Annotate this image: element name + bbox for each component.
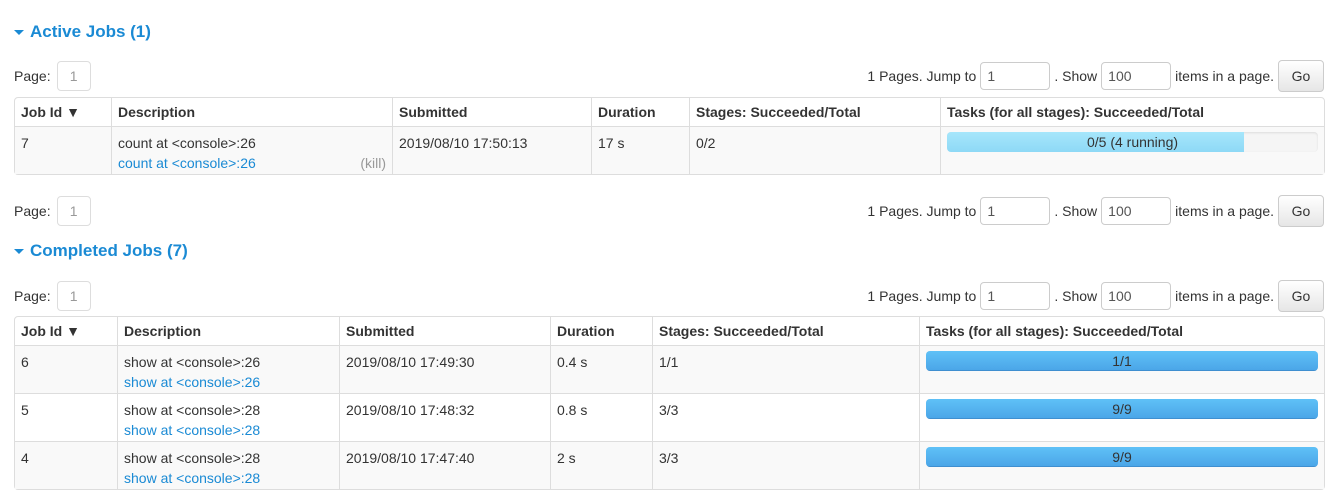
column-header[interactable]: Job Id ▼ <box>21 323 80 339</box>
column-header[interactable]: Description <box>111 98 392 126</box>
completed-pagination-top: Page: 1 1 Pages. Jump to . Show items in… <box>14 280 1324 312</box>
caret-down-icon <box>14 29 24 35</box>
completed-jobs-table: Job Id ▼ Description Submitted Duration Stag… <box>14 316 1325 490</box>
column-header[interactable]: Submitted <box>339 317 550 345</box>
stages-progress: 3/3 <box>652 393 919 441</box>
duration: 17 s <box>591 126 689 174</box>
column-header[interactable]: Stages: Succeeded/Total <box>652 317 919 345</box>
caret-down-icon <box>14 248 24 254</box>
active-pagination-top: Page: 1 1 Pages. Jump to . Show items in… <box>14 60 1324 92</box>
items-text: items in a page. <box>1175 203 1274 219</box>
tasks-cell: 9/9 <box>919 441 1324 489</box>
stages-progress: 0/2 <box>689 126 940 174</box>
stages-progress: 1/1 <box>652 345 919 393</box>
column-header[interactable]: Tasks (for all stages): Succeeded/Total <box>940 98 1324 126</box>
tasks-progress-bar: 1/1 <box>926 351 1318 371</box>
job-id: 6 <box>15 345 117 393</box>
completed-jobs-toggle[interactable]: Completed Jobs (7) <box>14 241 188 261</box>
description-cell: show at <console>:28 show at <console>:2… <box>117 393 339 441</box>
column-header[interactable]: Description <box>117 317 339 345</box>
items-text: items in a page. <box>1175 68 1274 84</box>
page-label: Page: <box>14 203 51 219</box>
page-size-input[interactable] <box>1101 282 1172 310</box>
job-id: 5 <box>15 393 117 441</box>
column-header[interactable]: Stages: Succeeded/Total <box>689 98 940 126</box>
table-row: 5 show at <console>:28 show at <console>… <box>15 393 1324 441</box>
tasks-cell: 0/5 (4 running) <box>940 126 1324 174</box>
tasks-progress-bar: 0/5 (4 running) <box>947 132 1318 152</box>
tasks-label: 1/1 <box>1112 353 1132 369</box>
page-number-button[interactable]: 1 <box>56 61 91 91</box>
tasks-label: 9/9 <box>1112 449 1132 465</box>
submitted-time: 2019/08/10 17:49:30 <box>339 345 550 393</box>
succeeded-fill <box>926 351 1318 371</box>
job-link[interactable]: show at <console>:26 <box>124 374 261 390</box>
job-id: 4 <box>15 441 117 489</box>
kill-link[interactable]: (kill) <box>360 155 386 171</box>
tasks-label: 9/9 <box>1112 401 1132 417</box>
active-pagination-bottom: Page: 1 1 Pages. Jump to . Show items in… <box>14 195 1324 227</box>
description-cell: count at <console>:26 (kill) count at <co… <box>111 126 392 174</box>
page-label: Page: <box>14 288 51 304</box>
pages-text: 1 Pages. Jump to <box>867 203 977 219</box>
job-link[interactable]: show at <console>:28 <box>124 422 261 438</box>
submitted-time: 2019/08/10 17:47:40 <box>339 441 550 489</box>
tasks-label: 0/5 (4 running) <box>1086 134 1179 150</box>
column-header[interactable]: Tasks (for all stages): Succeeded/Total <box>919 317 1324 345</box>
job-link[interactable]: count at <console>:26 <box>118 155 256 171</box>
succeeded-fill <box>926 447 1318 467</box>
pages-text: 1 Pages. Jump to <box>867 288 977 304</box>
items-text: items in a page. <box>1175 288 1274 304</box>
tasks-progress-bar: 9/9 <box>926 399 1318 419</box>
job-description: show at <console>:28 <box>124 402 261 418</box>
submitted-time: 2019/08/10 17:50:13 <box>392 126 591 174</box>
job-description: show at <console>:26 <box>124 354 261 370</box>
job-description: show at <console>:28 <box>124 450 261 466</box>
page-label: Page: <box>14 68 51 84</box>
active-jobs-title: Active Jobs (1) <box>30 22 151 41</box>
go-button[interactable]: Go <box>1278 195 1324 227</box>
go-button[interactable]: Go <box>1278 280 1324 312</box>
column-header[interactable]: Job Id ▼ <box>21 104 80 120</box>
tasks-cell: 9/9 <box>919 393 1324 441</box>
show-text: . Show <box>1054 68 1098 84</box>
column-header[interactable]: Duration <box>550 317 652 345</box>
running-fill <box>947 132 1244 152</box>
active-jobs-table: Job Id ▼ Description Submitted Duration Stag… <box>14 97 1325 175</box>
show-text: . Show <box>1054 288 1098 304</box>
job-link[interactable]: show at <console>:28 <box>124 470 261 486</box>
duration: 0.4 s <box>550 345 652 393</box>
page-size-input[interactable] <box>1101 62 1172 90</box>
go-button[interactable]: Go <box>1278 60 1324 92</box>
active-jobs-toggle[interactable]: Active Jobs (1) <box>14 22 151 42</box>
succeeded-fill <box>926 399 1318 419</box>
job-description: count at <console>:26 <box>118 135 256 151</box>
description-cell: show at <console>:26 show at <console>:2… <box>117 345 339 393</box>
table-header: Job Id ▼ Description Submitted Duration Stag… <box>15 317 1324 345</box>
page-number-button[interactable]: 1 <box>56 196 91 226</box>
column-header[interactable]: Submitted <box>392 98 591 126</box>
column-header[interactable]: Duration <box>591 98 689 126</box>
page-number-button[interactable]: 1 <box>56 281 91 311</box>
table-row: 6 show at <console>:26 show at <console>… <box>15 345 1324 393</box>
table-header: Job Id ▼ Description Submitted Duration Stag… <box>15 98 1324 126</box>
jump-to-page-input[interactable] <box>980 62 1051 90</box>
tasks-cell: 1/1 <box>919 345 1324 393</box>
table-row: 4 show at <console>:28 show at <console>… <box>15 441 1324 489</box>
table-row: 7 count at <console>:26 (kill) count at <… <box>15 126 1324 174</box>
submitted-time: 2019/08/10 17:48:32 <box>339 393 550 441</box>
duration: 2 s <box>550 441 652 489</box>
jump-to-page-input[interactable] <box>980 282 1051 310</box>
duration: 0.8 s <box>550 393 652 441</box>
description-cell: show at <console>:28 show at <console>:2… <box>117 441 339 489</box>
job-id: 7 <box>15 126 111 174</box>
jump-to-page-input[interactable] <box>980 197 1051 225</box>
pages-text: 1 Pages. Jump to <box>867 68 977 84</box>
completed-jobs-title: Completed Jobs (7) <box>30 241 188 260</box>
show-text: . Show <box>1054 203 1098 219</box>
stages-progress: 3/3 <box>652 441 919 489</box>
page-size-input[interactable] <box>1101 197 1172 225</box>
tasks-progress-bar: 9/9 <box>926 447 1318 467</box>
